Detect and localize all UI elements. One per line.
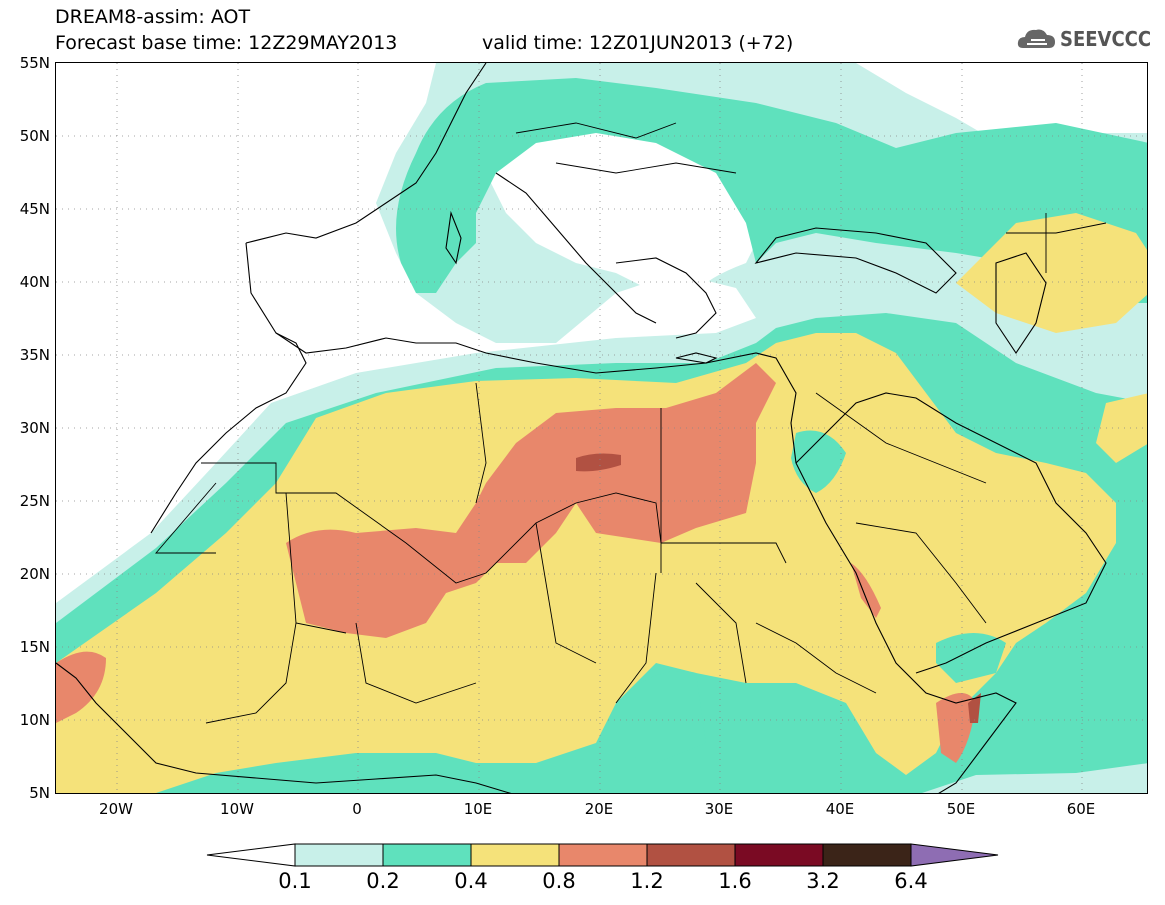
graticule [56, 63, 1147, 793]
country-borders [155, 122, 1107, 724]
valid-time: valid time: 12Z01JUN2013 (+72) [482, 32, 794, 54]
coastlines [56, 63, 1107, 793]
lat-label-20n: 20N [19, 565, 50, 583]
colorbar-seg-under [206, 843, 296, 867]
lat-label-55n: 55N [19, 54, 50, 72]
lat-label-40n: 40N [19, 273, 50, 291]
map-title: DREAM8-assim: AOT [55, 6, 251, 28]
colorbar-label-1-2: 1.2 [630, 869, 664, 893]
lon-label-30e: 30E [704, 800, 734, 818]
aot-map-canvas [56, 63, 1147, 793]
lon-label-20w: 20W [99, 800, 133, 818]
logo-text: SEEVCCC [1060, 27, 1152, 51]
lat-label-45n: 45N [19, 200, 50, 218]
colorbar-seg-2 [382, 843, 472, 867]
colorbar-seg-4 [558, 843, 648, 867]
colorbar-label-0-4: 0.4 [454, 869, 488, 893]
lat-label-35n: 35N [19, 346, 50, 364]
lat-label-30n: 30N [19, 419, 50, 437]
aot-contour-1-2 [576, 453, 621, 472]
lon-label-50e: 50E [946, 800, 976, 818]
lon-label-60e: 60E [1066, 800, 1096, 818]
colorbar-seg-over [910, 843, 999, 867]
colorbar-seg-1 [294, 843, 384, 867]
colorbar-seg-5 [646, 843, 736, 867]
colorbar-label-1-6: 1.6 [718, 869, 752, 893]
forecast-base-time: Forecast base time: 12Z29MAY2013 [55, 32, 398, 54]
lon-label-10w: 10W [220, 800, 254, 818]
colorbar-seg-3 [470, 843, 560, 867]
lat-label-25n: 25N [19, 492, 50, 510]
aot-contour-0-8 [286, 363, 776, 638]
cloud-icon [1017, 29, 1055, 48]
lat-label-15n: 15N [19, 638, 50, 656]
colorbar-seg-6 [734, 843, 824, 867]
colorbar-label-6-4: 6.4 [894, 869, 928, 893]
colorbar-label-0-8: 0.8 [542, 869, 576, 893]
colorbar-label-0-2: 0.2 [366, 869, 400, 893]
aot-contour-0-4 [56, 333, 1116, 793]
lon-label-10e: 10E [463, 800, 493, 818]
colorbar-label-3-2: 3.2 [806, 869, 840, 893]
colorbar-label-0-1: 0.1 [278, 869, 312, 893]
aot-map [55, 62, 1148, 794]
lat-label-10n: 10N [19, 711, 50, 729]
lon-label-40e: 40E [825, 800, 855, 818]
lon-label-0: 0 [352, 800, 362, 818]
colorbar [206, 843, 999, 867]
lat-label-5n: 5N [29, 784, 50, 802]
lat-label-50n: 50N [19, 127, 50, 145]
colorbar-seg-7 [822, 843, 912, 867]
lon-label-20e: 20E [584, 800, 614, 818]
